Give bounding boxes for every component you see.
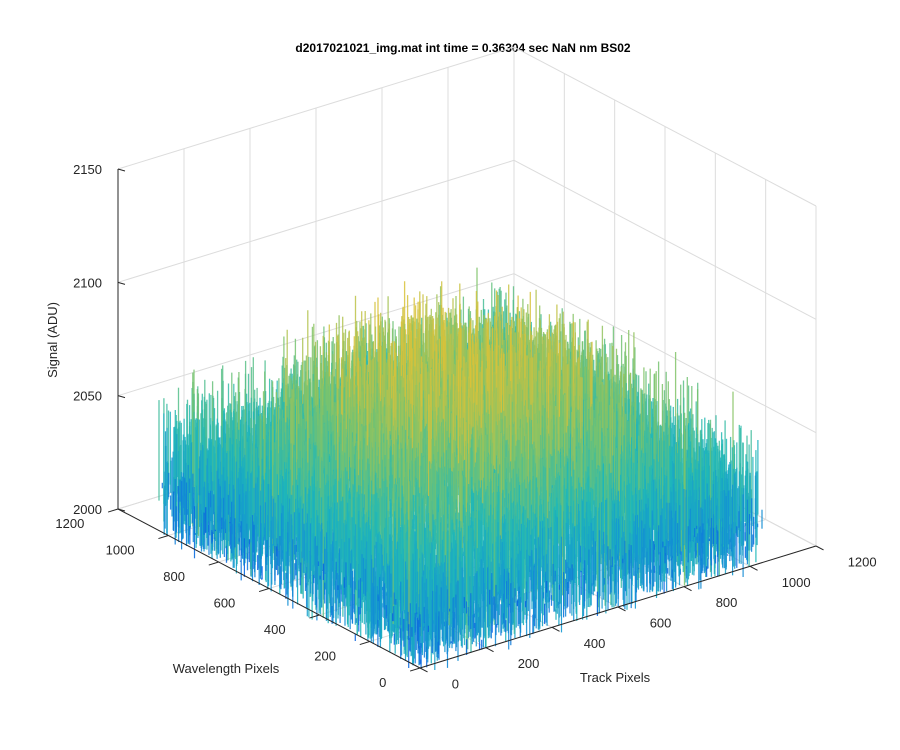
grid-line-z <box>117 273 817 434</box>
chart-title: d2017021021_img.mat int time = 0.36304 s… <box>295 41 631 55</box>
grid-line-z <box>117 159 817 320</box>
grid-line-z <box>117 46 817 207</box>
surface-plot <box>158 267 763 670</box>
